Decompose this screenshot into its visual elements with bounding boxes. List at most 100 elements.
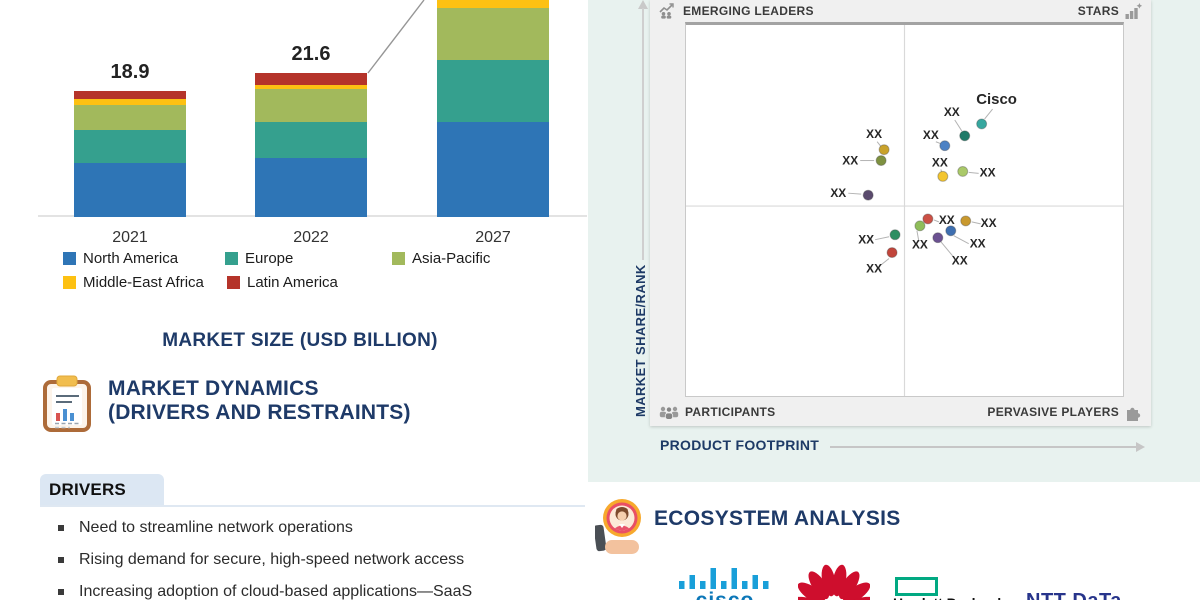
quadrant-corner-bottom-left: PARTICIPANTS [659, 405, 776, 420]
quadrant-footer-row: PARTICIPANTS PERVASIVE PLAYERS [650, 398, 1151, 426]
leader-line [940, 241, 956, 259]
y-axis-line [642, 8, 644, 260]
quadrant-label-top-right: STARS [1077, 3, 1119, 18]
quadrant-corner-top-right: STARS [1077, 2, 1142, 19]
driver-item: Need to streamline network operations [58, 518, 353, 538]
bar-segment [74, 91, 186, 99]
bar-category-label: 2027 [475, 229, 511, 246]
driver-item: Rising demand for secure, high-speed net… [58, 550, 464, 570]
legend-swatch [225, 252, 238, 265]
anonymized-company-label: XX [842, 154, 858, 168]
quadrant-panel: EMERGING LEADERS STARS XX XX XX Cisco XX XX XX… [650, 0, 1151, 426]
legend-item: North America [63, 250, 178, 267]
participants-icon [659, 406, 679, 420]
anonymized-company-label: XX [952, 253, 968, 267]
market-dynamics-title-line1: MARKET DYNAMICS [108, 377, 319, 400]
company-dot [939, 140, 951, 152]
driver-text: Increasing adoption of cloud-based appli… [79, 583, 473, 600]
bar-category-label: 2022 [293, 229, 329, 246]
growth-connector-line [367, 0, 425, 74]
bar-category-label: 2021 [112, 229, 148, 246]
hpe-logo-text: Hewlett Packard [893, 595, 1001, 600]
anonymized-company-label: XX [981, 216, 997, 230]
bar-segment [437, 60, 549, 123]
company-dot [922, 213, 934, 225]
y-axis-arrowhead [638, 0, 648, 9]
ecosystem-icon [595, 499, 641, 554]
legend-item: Middle-East Africa [63, 274, 204, 291]
company-dot [862, 189, 874, 201]
clipboard-icon [43, 375, 91, 432]
anonymized-company-label: XX [939, 213, 955, 227]
x-axis-arrowhead [1136, 442, 1145, 452]
quadrant-label-bottom-right: PERVASIVE PLAYERS [987, 405, 1119, 419]
driver-text: Rising demand for secure, high-speed net… [79, 551, 465, 568]
company-dot [932, 232, 944, 244]
driver-text: Need to streamline network operations [79, 519, 353, 536]
ntt-data-logo-text: NTT DaTa [1026, 590, 1122, 600]
bar-segment [255, 85, 367, 89]
bar-segment [74, 99, 186, 105]
ecosystem-title: ECOSYSTEM ANALYSIS [654, 507, 901, 530]
bar-segment [255, 121, 367, 158]
market-dynamics-title-line2: (DRIVERS AND RESTRAINTS) [108, 401, 411, 424]
company-label: Cisco [976, 92, 1017, 108]
quadrant-corner-bottom-right: PERVASIVE PLAYERS [987, 404, 1142, 421]
quadrant-plot-area: XX XX XX Cisco XX XX XX XX XX XX XX XX XX XX XX [685, 22, 1124, 397]
x-axis-line [830, 446, 1138, 448]
bar-segment [437, 0, 549, 9]
x-axis-label: PRODUCT FOOTPRINT [660, 437, 820, 453]
legend-swatch [227, 276, 240, 289]
quadrant-corner-top-left: EMERGING LEADERS [659, 2, 814, 19]
bar-total-label: 21.6 [291, 43, 331, 65]
anonymized-company-label: XX [858, 233, 874, 247]
leader-line [876, 141, 882, 147]
legend-swatch [392, 252, 405, 265]
puzzle-icon [1127, 407, 1141, 421]
legend-label: North America [83, 250, 179, 267]
anonymized-company-label: XX [866, 261, 882, 275]
huawei-logo-icon [798, 564, 870, 600]
company-dot [976, 118, 988, 130]
anonymized-company-label: XX [944, 105, 960, 119]
company-dot [914, 220, 926, 232]
legend-item: Asia-Pacific [392, 250, 490, 267]
quadrant-label-bottom-left: PARTICIPANTS [685, 405, 776, 419]
bar-segment [74, 129, 186, 163]
drivers-underline [40, 505, 585, 507]
bar-segment [255, 89, 367, 122]
company-dot [957, 165, 969, 177]
legend-label: Latin America [247, 274, 338, 291]
legend-item: Latin America [227, 274, 338, 291]
company-dot [959, 130, 971, 142]
leader-line [984, 108, 993, 120]
bar-segment [437, 122, 549, 217]
company-dot [886, 247, 898, 258]
legend-label: Asia-Pacific [412, 250, 491, 267]
anonymized-company-label: XX [830, 186, 846, 200]
legend-label: Europe [245, 250, 294, 267]
anonymized-company-label: XX [923, 128, 939, 142]
anonymized-company-label: XX [980, 165, 996, 179]
leader-line [968, 171, 979, 174]
leader-line [848, 192, 862, 195]
bullet-icon [58, 589, 64, 595]
bullet-icon [58, 525, 64, 531]
leader-line [878, 258, 890, 267]
bar-segment [74, 105, 186, 130]
company-dot [945, 225, 957, 237]
leader-line [875, 236, 890, 241]
anonymized-company-label: XX [912, 238, 928, 252]
hpe-logo-icon [895, 577, 938, 596]
bar-segment [255, 73, 367, 85]
company-dot [960, 215, 972, 227]
company-dot [937, 170, 949, 182]
drivers-heading: DRIVERS [49, 480, 126, 499]
bar-segment [255, 157, 367, 217]
leader-line [954, 119, 963, 132]
cisco-logo-text: cisco [678, 589, 772, 600]
driver-item: Increasing adoption of cloud-based appli… [58, 582, 472, 600]
emerging-leaders-icon [659, 2, 674, 19]
company-dot [878, 144, 890, 156]
